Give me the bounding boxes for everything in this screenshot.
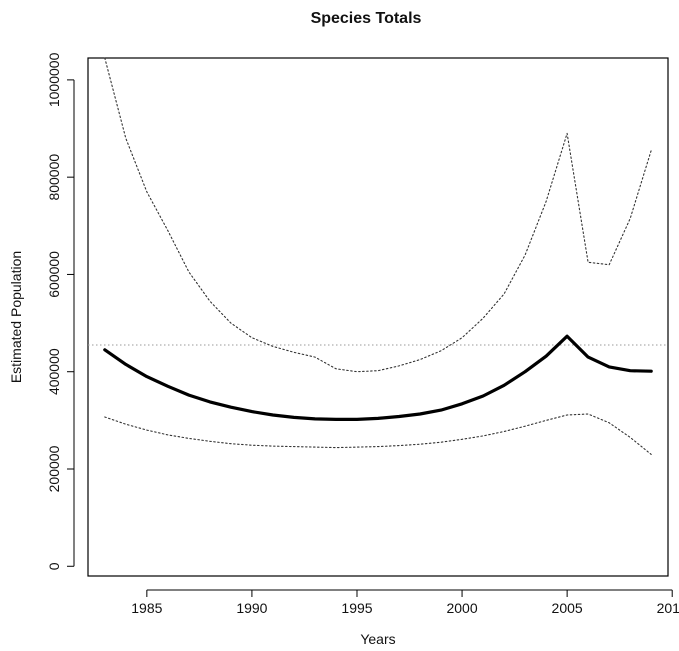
plot-frame xyxy=(87,57,669,577)
series-layer xyxy=(103,57,653,455)
series-line-upper-bound xyxy=(104,57,652,373)
x-tick-label: 1995 xyxy=(341,600,372,616)
y-tick-label: 200000 xyxy=(46,445,62,492)
x-tick-label: 1985 xyxy=(131,600,162,616)
y-tick-label: 800000 xyxy=(46,154,62,201)
x-axis-title: Years xyxy=(360,631,395,647)
y-tick-label: 0 xyxy=(46,562,62,570)
x-tick-label: 1990 xyxy=(236,600,267,616)
x-tick-label: 2005 xyxy=(552,600,583,616)
y-axis-title: Estimated Population xyxy=(8,251,24,383)
chart-title: Species Totals xyxy=(311,10,422,27)
y-axis: 0 200000 400000 600000 800000 1000000 xyxy=(46,52,75,570)
y-tick-label: 400000 xyxy=(46,348,62,395)
x-tick-label: 2000 xyxy=(446,600,477,616)
y-tick-label: 600000 xyxy=(46,251,62,298)
y-tick-label: 1000000 xyxy=(46,52,62,107)
series-line-estimate xyxy=(103,334,653,421)
series-line-lower-bound xyxy=(104,413,652,455)
